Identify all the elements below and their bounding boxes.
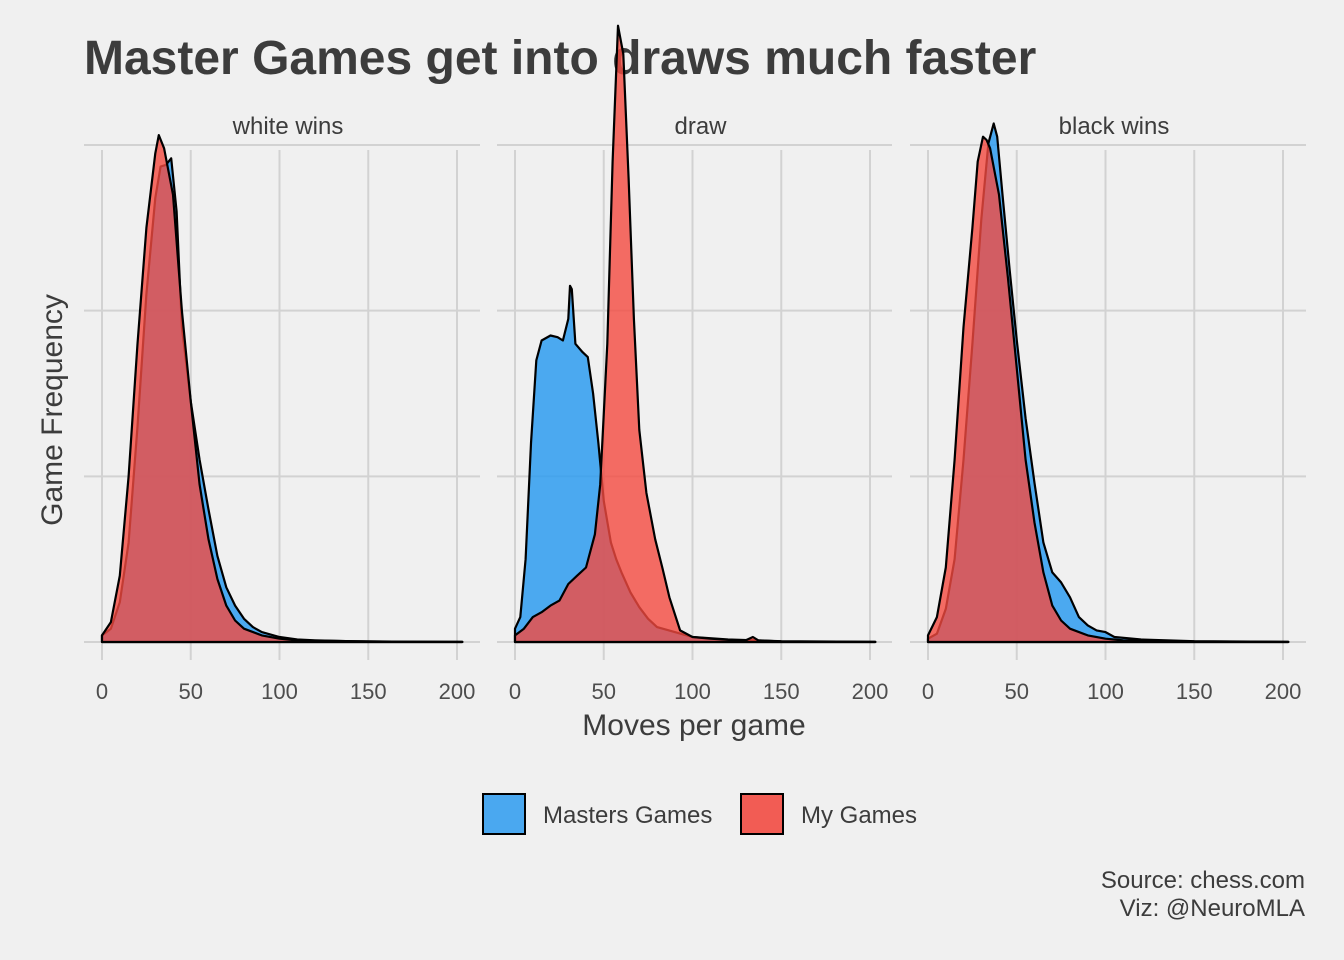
facet-label: black wins [1059, 113, 1170, 140]
facet-label: white wins [232, 113, 344, 140]
x-tick-label: 100 [674, 679, 711, 704]
caption-source: Source: chess.com [1101, 867, 1305, 894]
x-tick-label: 150 [763, 679, 800, 704]
x-tick-label: 200 [1265, 679, 1302, 704]
x-tick-label: 50 [1005, 679, 1029, 704]
x-tick-label: 150 [1176, 679, 1213, 704]
x-tick-label: 200 [439, 679, 476, 704]
x-tick-label: 0 [96, 679, 108, 704]
legend-key-my-games [740, 793, 784, 835]
x-tick-label: 100 [1087, 679, 1124, 704]
legend-label: My Games [801, 802, 917, 829]
x-tick-label: 50 [592, 679, 616, 704]
x-tick-label: 100 [261, 679, 298, 704]
facet-draw: draw 0 50 100 150 200 [497, 24, 892, 704]
caption-viz: Viz: @NeuroMLA [1120, 895, 1305, 922]
facet-white-wins: white wins 0 50 100 150 200 [84, 113, 480, 704]
facet-black-wins: black wins 0 50 100 150 200 [910, 113, 1306, 704]
y-axis-title: Game Frequency [36, 294, 69, 526]
density-area-my-games [926, 135, 1290, 644]
x-tick-label: 0 [509, 679, 521, 704]
x-tick-label: 150 [350, 679, 387, 704]
legend-label: Masters Games [543, 802, 712, 829]
legend: Masters Games My Games [482, 793, 917, 835]
x-tick-label: 50 [179, 679, 203, 704]
density-area-my-games [513, 24, 877, 644]
legend-key-masters-games [482, 793, 526, 835]
x-axis-title: Moves per game [582, 709, 805, 742]
x-tick-label: 200 [852, 679, 889, 704]
x-tick-label: 0 [922, 679, 934, 704]
density-area-my-games [100, 134, 464, 644]
facet-label: draw [674, 113, 727, 140]
chart-title: Master Games get into draws much faster [84, 32, 1036, 85]
